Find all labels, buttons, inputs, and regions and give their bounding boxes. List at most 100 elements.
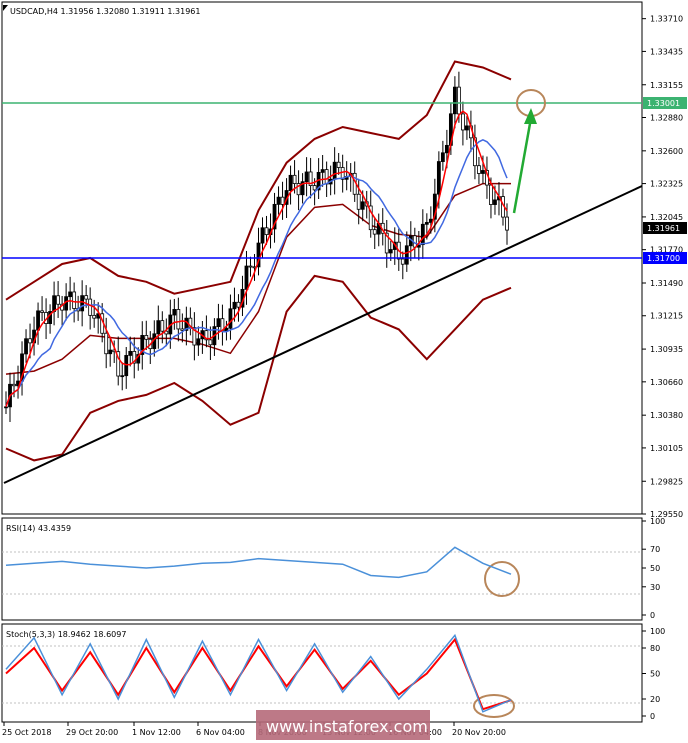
sub-tick-label: 100	[650, 627, 665, 636]
candle-body	[404, 245, 409, 265]
candle-body	[452, 86, 457, 115]
candle-body	[424, 222, 429, 225]
candle-body	[308, 171, 313, 186]
candle-body	[372, 229, 377, 235]
price-tick-label: 1.31770	[650, 246, 683, 255]
bollinger-band-line	[5, 274, 512, 462]
price-tick-label: 1.30105	[650, 444, 683, 453]
price-tick-label: 1.29825	[650, 477, 683, 486]
candle-body	[232, 301, 237, 310]
time-tick-label: 1 Nov 12:00	[132, 728, 181, 737]
candle-body	[280, 196, 285, 205]
candle-body	[256, 242, 261, 268]
symbol-marker-icon	[3, 5, 8, 11]
stoch-axis: 100 80 50 20 0	[642, 627, 665, 721]
price-tick-label: 1.33710	[650, 15, 683, 24]
candle-body	[160, 320, 165, 332]
candle-body	[324, 169, 329, 185]
price-tick-label: 1.30380	[650, 411, 683, 420]
candle-body	[304, 171, 309, 183]
sub-tick-label: 0	[650, 611, 655, 620]
candles	[4, 71, 509, 423]
rsi-axis: 100 70 50 30 0	[642, 517, 665, 620]
current-price-tag: 1.31961	[643, 222, 687, 234]
sub-tick-label: 50	[650, 670, 660, 679]
candle-body	[465, 125, 469, 131]
rsi-path	[5, 546, 512, 579]
candle-body	[320, 169, 325, 173]
candle-body	[461, 113, 465, 131]
candle-body	[28, 338, 32, 344]
candle-body	[4, 406, 8, 409]
candle-body	[360, 201, 365, 210]
candle-body	[276, 196, 281, 205]
price-tick-label: 1.30935	[650, 345, 683, 354]
candle-body	[340, 167, 345, 180]
sub-tick-label: 50	[650, 564, 660, 573]
rsi-panel[interactable]	[1, 517, 643, 621]
stoch-circle	[473, 694, 515, 718]
main-chart-header: USDCAD,H4 1.31956 1.32080 1.31911 1.3196…	[10, 7, 200, 16]
candle-body	[420, 223, 425, 246]
moving-averages	[5, 110, 508, 408]
candle-body	[216, 318, 221, 328]
candle-body	[444, 144, 449, 154]
watermark-text: www.instaforex.com	[266, 717, 428, 736]
price-tick-label: 1.29550	[650, 510, 683, 519]
price-tick-label: 1.30660	[650, 378, 683, 387]
candle-body	[56, 295, 61, 305]
price-tick-label: 1.32600	[650, 147, 683, 156]
candle-body	[92, 314, 97, 319]
candle-body	[400, 258, 405, 265]
candle-body	[436, 161, 441, 195]
candle-body	[84, 295, 89, 300]
stoch-signal-path	[5, 637, 512, 711]
ma-fast-line	[5, 110, 508, 408]
candle-body	[72, 291, 77, 309]
candle-body	[477, 165, 481, 174]
candle-body	[296, 183, 301, 196]
candle-body	[489, 184, 493, 205]
candle-body	[116, 351, 121, 377]
candle-body	[164, 330, 169, 335]
resistance-price-tag: 1.33001	[643, 97, 687, 109]
candle-body	[52, 295, 56, 312]
candle-body	[132, 350, 137, 364]
time-tick-label: 20 Nov 20:00	[452, 728, 506, 737]
candle-body	[292, 174, 297, 184]
candle-body	[288, 174, 293, 191]
candle-body	[481, 170, 485, 174]
candle-body	[156, 320, 161, 335]
sub-tick-label: 20	[650, 695, 660, 704]
up-arrow-shaft	[512, 117, 533, 214]
candle-body	[356, 193, 361, 210]
candle-body	[336, 161, 341, 168]
candle-body	[300, 181, 305, 196]
candle-body	[208, 339, 213, 346]
svg-text:1.31700: 1.31700	[647, 254, 680, 263]
svg-text:1.33001: 1.33001	[647, 99, 680, 108]
candle-body	[236, 301, 241, 308]
ascending-trendline[interactable]	[3, 185, 643, 484]
stoch-lines	[5, 633, 512, 713]
candle-body	[228, 308, 233, 329]
stoch-main-path	[5, 633, 512, 713]
candle-body	[196, 338, 201, 346]
candle-body	[332, 161, 337, 180]
candle-body	[128, 350, 133, 356]
candle-body	[456, 86, 461, 115]
candle-body	[180, 328, 185, 331]
candle-body	[368, 205, 373, 231]
sub-tick-label: 70	[650, 545, 660, 554]
price-tick-label: 1.31490	[650, 279, 683, 288]
price-tick-label: 1.32880	[650, 113, 683, 122]
sub-tick-label: 0	[650, 712, 655, 721]
candle-body	[12, 383, 16, 387]
candle-body	[493, 199, 497, 205]
sub-tick-label: 80	[650, 644, 660, 653]
sub-tick-label: 100	[650, 517, 665, 526]
candle-body	[108, 349, 113, 355]
candle-body	[144, 335, 149, 340]
candle-body	[272, 203, 277, 230]
